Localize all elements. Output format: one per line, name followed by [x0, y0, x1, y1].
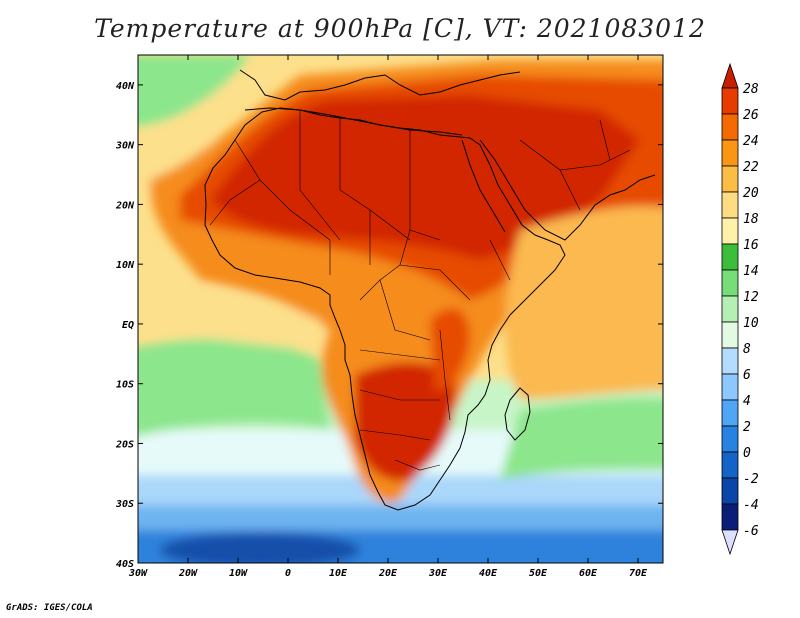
colorbar-swatch: [721, 191, 739, 219]
colorbar-label: 22: [743, 160, 759, 175]
colorbar-label: -6: [743, 524, 759, 539]
temperature-field: [138, 55, 663, 563]
colorbar-swatch: [721, 425, 739, 453]
europe-coast: [239, 69, 521, 101]
colorbar-label: 8: [743, 342, 751, 357]
colorbar-swatch: [721, 477, 739, 505]
colorbar-label: 28: [743, 82, 759, 97]
colorbar-swatch: [721, 113, 739, 141]
colorbar-swatch: [721, 503, 739, 531]
colorbar-swatch: [721, 269, 739, 297]
colorbar-label: 6: [743, 368, 751, 383]
madagascar: [504, 387, 531, 441]
map-frame: [137, 54, 664, 564]
country-borders: [209, 110, 631, 471]
colorbar-swatch: [721, 321, 739, 349]
map-title: Temperature at 900hPa [C], VT: 202108301…: [94, 14, 706, 43]
colorbar-label: 0: [743, 446, 751, 461]
colorbar-label: 10: [743, 316, 759, 331]
x-tick-label: 60E: [579, 568, 598, 579]
y-tick-label: 40N: [116, 81, 135, 92]
colorbar-label: -2: [743, 472, 759, 487]
x-tick-label: 50E: [529, 568, 548, 579]
sahara-very-hot: [210, 95, 640, 260]
colorbar-swatch: [721, 243, 739, 271]
colorbar-label: 14: [743, 264, 759, 279]
colorbar-swatch: [721, 165, 739, 193]
colorbar-bottom-arrow: [721, 529, 739, 556]
y-tick-label: 20S: [115, 439, 134, 450]
colorbar-label: 18: [743, 212, 759, 227]
x-tick-label: 20E: [378, 568, 398, 579]
axis-ticks: 30W 20W 10W 0 10E 20E 30E 40E 50E 60E 70E 40N 30N 20N…: [115, 55, 663, 579]
africa-coastline: [204, 107, 566, 511]
mediterranean-south: [244, 107, 463, 136]
x-tick-label: 10W: [229, 568, 248, 579]
credit-text: GrADS: IGES/COLA: [6, 603, 93, 613]
y-tick-label: EQ: [122, 320, 134, 331]
coastlines: [204, 69, 656, 511]
colorbar-label: 24: [743, 134, 759, 149]
colorbar-label: 20: [743, 186, 759, 201]
south-indian-green: [500, 398, 663, 480]
y-tick-label: 10N: [116, 260, 135, 271]
colorbar-label: 16: [743, 238, 759, 253]
colorbar-swatch: [721, 451, 739, 479]
y-tick-label: 40S: [116, 559, 134, 570]
red-sea-west: [461, 139, 506, 233]
x-tick-label: 0: [285, 568, 291, 579]
indian-ocean-yellow: [505, 206, 663, 400]
colorbar-swatch: [721, 295, 739, 323]
south-atlantic-green: [138, 338, 330, 436]
colorbar-swatch: [721, 373, 739, 401]
colorbar-swatch: [721, 347, 739, 375]
colorbar-label: 12: [743, 290, 759, 305]
colorbar-swatch: [721, 87, 739, 115]
y-tick-label: 30N: [115, 141, 135, 152]
y-tick-label: 20N: [115, 200, 135, 211]
gulf-guinea-yellow: [138, 280, 320, 350]
colorbar-label: 26: [743, 108, 759, 123]
colorbar-label: 2: [743, 420, 751, 435]
y-tick-label: 10S: [116, 380, 134, 391]
colorbar-label: 4: [743, 394, 751, 409]
y-tick-label: 30S: [115, 499, 134, 510]
x-tick-label: 20W: [178, 568, 198, 579]
deep-blue-core: [160, 532, 360, 563]
colorbar-label: -4: [743, 498, 759, 513]
colorbar-top-arrow: [721, 62, 739, 89]
colorbar-swatch: [721, 217, 739, 245]
x-tick-label: 10E: [329, 568, 348, 579]
x-tick-label: 30W: [128, 568, 148, 579]
north-atlantic-green: [138, 55, 250, 127]
x-tick-label: 40E: [479, 568, 498, 579]
colorbar-swatch: [721, 399, 739, 427]
east-africa-hot: [430, 308, 470, 391]
x-tick-label: 30E: [428, 568, 448, 579]
x-tick-label: 70E: [629, 568, 648, 579]
colorbar-swatch: [721, 139, 739, 167]
southern-africa-hot: [355, 362, 456, 481]
arabia-coast: [479, 139, 656, 241]
